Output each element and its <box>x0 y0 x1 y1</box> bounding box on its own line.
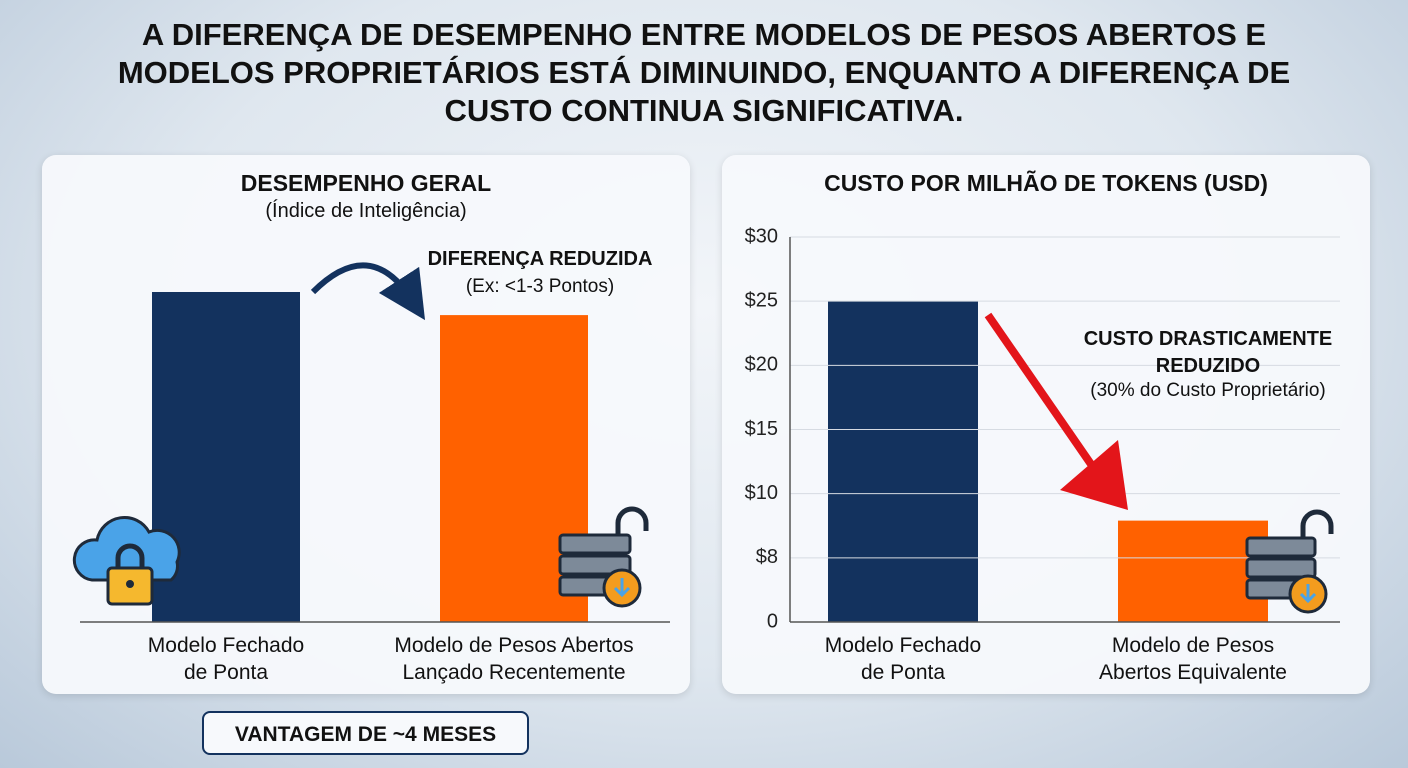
y-tick-label: $10 <box>745 482 778 504</box>
annotation-title: DIFERENÇA REDUZIDA <box>427 248 653 270</box>
server-icon <box>1245 509 1334 614</box>
curved-arrow <box>310 262 426 321</box>
chart-subtitle: (Índice de Inteligência) <box>265 200 467 222</box>
annotation-title: CUSTO DRASTICAMENTE REDUZIDO <box>1083 328 1333 377</box>
annotation-text: (Ex: <1-3 Pontos) <box>465 276 615 297</box>
x-tick-label: Modelo Fechado de Ponta <box>147 634 305 684</box>
x-tick-label: Modelo Fechado de Ponta <box>824 634 982 684</box>
chart-title: DESEMPENHO GERAL <box>240 170 492 196</box>
cloud-lock-icon <box>72 515 181 606</box>
y-tick-label: $30 <box>745 225 778 247</box>
x-tick-label: Modelo de Pesos Abertos Lançado Recentem… <box>394 634 634 684</box>
y-tick-label: $25 <box>745 289 778 311</box>
bar <box>828 301 978 622</box>
badge: VANTAGEM DE ~4 MESES <box>202 711 529 755</box>
chart-title: CUSTO POR MILHÃO DE TOKENS (USD) <box>824 170 1268 196</box>
y-tick-label: $20 <box>745 354 778 376</box>
page-title: A DIFERENÇA DE DESEMPENHO ENTRE MODELOS … <box>117 17 1291 128</box>
y-tick-label: $15 <box>745 418 778 440</box>
annotation-text: (30% do Custo Proprietário) <box>1090 380 1326 401</box>
bar <box>1118 520 1268 622</box>
x-tick-label: Modelo de Pesos Abertos Equivalente <box>1099 634 1287 684</box>
server-icon <box>558 506 649 608</box>
y-tick-label: 0 <box>767 610 778 632</box>
red-arrow <box>984 312 1128 510</box>
y-tick-label: $8 <box>756 546 778 568</box>
